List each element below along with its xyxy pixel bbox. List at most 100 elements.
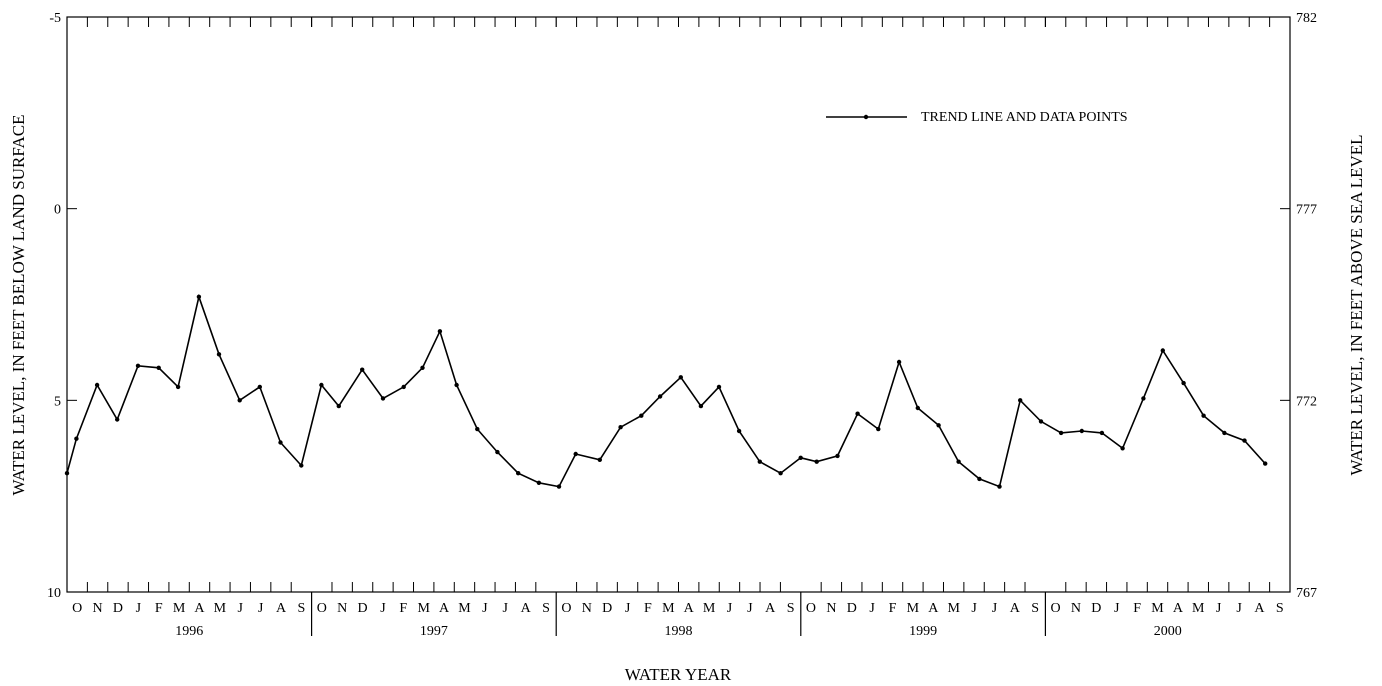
data-point [135,363,141,368]
month-label: S [1031,601,1039,616]
data-point [1181,380,1186,386]
data-point [475,426,480,432]
right-tick-label: 777 [1296,203,1317,218]
series-trend-line [64,293,1268,489]
year-dividers [311,17,1047,636]
data-point [495,449,500,455]
right-tick-label: 772 [1296,394,1317,409]
month-label: N [826,601,836,616]
data-point [336,403,341,409]
data-point [536,480,542,485]
month-label: F [1133,601,1141,616]
data-point [1038,419,1044,424]
data-point [516,471,521,476]
data-point [1099,430,1105,436]
month-label: J [482,601,488,616]
month-label: J [747,601,753,616]
month-label: J [625,601,631,616]
month-label: J [136,601,142,616]
left-tick-label: 0 [54,203,61,218]
month-label: J [503,601,509,616]
legend-label: TREND LINE AND DATA POINTS [921,110,1128,125]
data-point [936,423,941,428]
year-label: 1999 [909,624,937,639]
year-label: 1997 [420,624,448,639]
data-point [380,396,386,401]
data-point [420,365,425,370]
month-label: D [1091,601,1101,616]
data-point [1120,446,1125,451]
data-point [835,453,840,459]
month-label: S [787,601,795,616]
data-point [573,451,578,457]
data-point [997,484,1002,489]
data-point [618,425,623,430]
month-label: O [317,601,327,616]
month-label: F [644,601,652,616]
month-label: S [542,601,550,616]
left-tick-label: -5 [49,11,61,26]
month-label: O [561,601,571,616]
data-point [1201,413,1206,418]
month-label: J [727,601,733,616]
data-point [1160,348,1166,353]
legend: TREND LINE AND DATA POINTS [826,110,1128,125]
month-label: O [1051,601,1061,616]
month-tick-marks [86,17,1271,592]
data-point [196,294,202,299]
data-point [556,484,562,489]
data-point [437,329,443,334]
month-label: A [928,601,939,616]
data-point [115,417,120,422]
month-label: A [439,601,450,616]
month-label: A [276,601,287,616]
month-label: M [417,601,430,616]
month-label: D [113,601,123,616]
month-label: A [765,601,776,616]
right-tick-label: 767 [1296,586,1317,601]
data-points [64,294,1268,489]
data-point [1018,398,1023,403]
left-axis-ticks: -5 0 5 10 [47,11,77,601]
trend-line [66,293,1266,488]
data-point [360,367,365,372]
data-point [855,411,860,416]
y-axis-title-left: WATER LEVEL, IN FEET BELOW LAND SURFACE [9,114,28,495]
data-point [716,384,722,390]
data-point [757,459,762,464]
data-point [94,382,100,388]
data-point [597,457,602,462]
data-point [657,394,663,399]
month-label: N [1071,601,1081,616]
month-label: D [847,601,857,616]
data-point [175,384,181,390]
year-label: 1996 [175,624,203,639]
data-point [1263,461,1268,466]
month-label: J [258,601,264,616]
left-tick-label: 10 [47,586,61,601]
y-axis-title-right: WATER LEVEL, IN FEET ABOVE SEA LEVEL [1347,134,1366,475]
month-label: M [214,601,227,616]
data-point [956,459,961,464]
data-point [736,428,742,434]
data-point [915,405,920,411]
data-point [678,375,683,380]
data-point [896,359,902,365]
month-label: M [662,601,675,616]
data-point [698,403,704,409]
data-point [401,384,406,390]
month-label: J [1236,601,1242,616]
month-label: A [521,601,532,616]
data-point [278,440,283,445]
data-point [778,471,783,476]
month-label: J [992,601,998,616]
month-label: A [194,601,205,616]
month-label: M [703,601,716,616]
month-label: A [1173,601,1184,616]
legend-point-swatch [863,114,869,120]
month-label: N [582,601,592,616]
data-point [64,471,70,476]
month-label: J [971,601,977,616]
data-point [639,413,644,418]
